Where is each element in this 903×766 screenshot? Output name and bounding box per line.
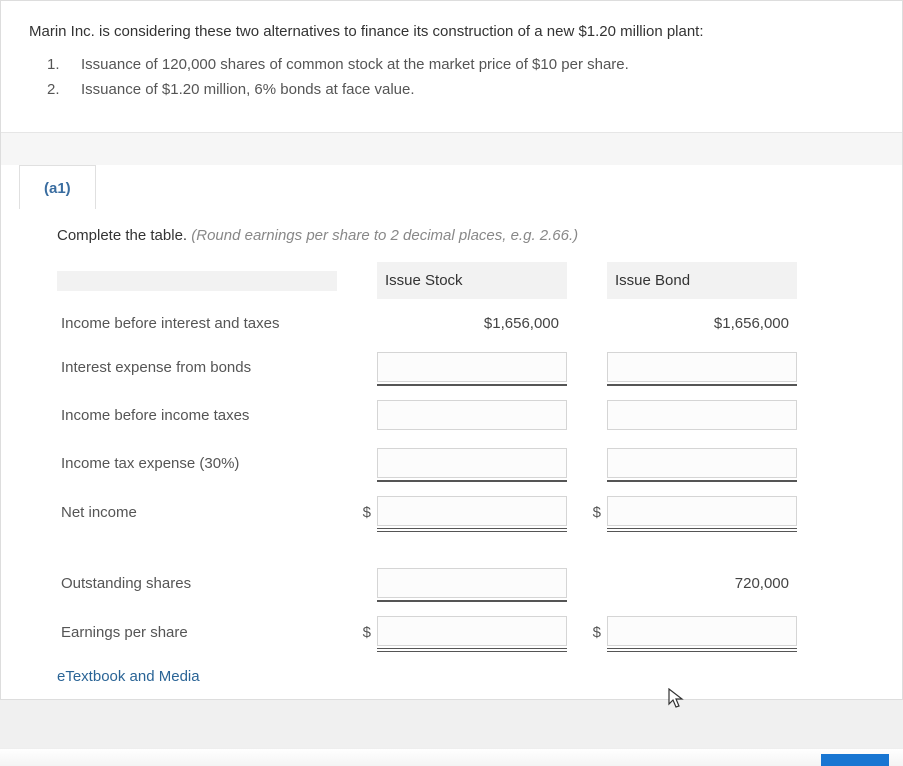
- prompt: Complete the table. (Round earnings per …: [57, 227, 874, 244]
- row-gap: [607, 542, 797, 554]
- footer-button[interactable]: [821, 754, 889, 766]
- footer-band: [0, 748, 903, 766]
- input-netincome-stock[interactable]: [377, 496, 567, 526]
- static-value-stock: $1,656,000: [377, 309, 567, 338]
- static-value-shares-bond: 720,000: [607, 569, 797, 598]
- tab-a1[interactable]: (a1): [19, 165, 96, 209]
- problem-intro: Marin Inc. is considering these two alte…: [1, 1, 902, 133]
- dollar-sign: $: [337, 504, 377, 521]
- list-item: 2. Issuance of $1.20 million, 6% bonds a…: [47, 81, 874, 98]
- section-gap: [1, 133, 902, 165]
- row-gap: [337, 542, 377, 554]
- dollar-sign: $: [337, 624, 377, 641]
- cell-wrap: [377, 612, 567, 652]
- input-eps-stock[interactable]: [377, 616, 567, 646]
- cell-wrap: [607, 396, 797, 434]
- prompt-lead: Complete the table.: [57, 227, 191, 244]
- input-netincome-bond[interactable]: [607, 496, 797, 526]
- tab-row: (a1): [1, 165, 902, 209]
- cell-wrap: [607, 492, 797, 532]
- list-number: 2.: [47, 81, 81, 98]
- col-header-empty: [57, 271, 337, 291]
- row-label: Outstanding shares: [57, 569, 337, 598]
- input-interest-stock[interactable]: [377, 352, 567, 382]
- dollar-sign: $: [567, 624, 607, 641]
- cell-wrap: [377, 492, 567, 532]
- cell-wrap: [607, 444, 797, 482]
- list-text: Issuance of $1.20 million, 6% bonds at f…: [81, 81, 415, 98]
- row-label: Interest expense from bonds: [57, 353, 337, 382]
- input-ibt-stock[interactable]: [377, 400, 567, 430]
- list-item: 1. Issuance of 120,000 shares of common …: [47, 56, 874, 73]
- row-label: Income before income taxes: [57, 401, 337, 430]
- cell-wrap: [377, 564, 567, 602]
- input-eps-bond[interactable]: [607, 616, 797, 646]
- row-gap: [377, 542, 567, 554]
- row-gap: [57, 542, 337, 554]
- list-number: 1.: [47, 56, 81, 73]
- cell-wrap: [377, 444, 567, 482]
- intro-text: Marin Inc. is considering these two alte…: [29, 23, 874, 40]
- input-shares-stock[interactable]: [377, 568, 567, 598]
- answer-table: Issue Stock Issue Bond Income before int…: [57, 262, 874, 652]
- cell-wrap: [377, 348, 567, 386]
- row-label: Net income: [57, 498, 337, 527]
- dollar-sign: $: [567, 504, 607, 521]
- prompt-hint: (Round earnings per share to 2 decimal p…: [191, 227, 578, 244]
- input-tax-stock[interactable]: [377, 448, 567, 478]
- col-header-bond: Issue Bond: [607, 262, 797, 299]
- row-label: Income tax expense (30%): [57, 449, 337, 478]
- input-ibt-bond[interactable]: [607, 400, 797, 430]
- row-label: Earnings per share: [57, 618, 337, 647]
- row-label: Income before interest and taxes: [57, 309, 337, 338]
- input-interest-bond[interactable]: [607, 352, 797, 382]
- cell-wrap: [377, 396, 567, 434]
- cell-wrap: [607, 348, 797, 386]
- static-value-bond: $1,656,000: [607, 309, 797, 338]
- question-body: Complete the table. (Round earnings per …: [1, 209, 902, 699]
- col-header-stock: Issue Stock: [377, 262, 567, 299]
- cell-wrap: [607, 612, 797, 652]
- row-gap: [567, 542, 607, 554]
- input-tax-bond[interactable]: [607, 448, 797, 478]
- etextbook-link[interactable]: eTextbook and Media: [57, 652, 200, 691]
- list-text: Issuance of 120,000 shares of common sto…: [81, 56, 629, 73]
